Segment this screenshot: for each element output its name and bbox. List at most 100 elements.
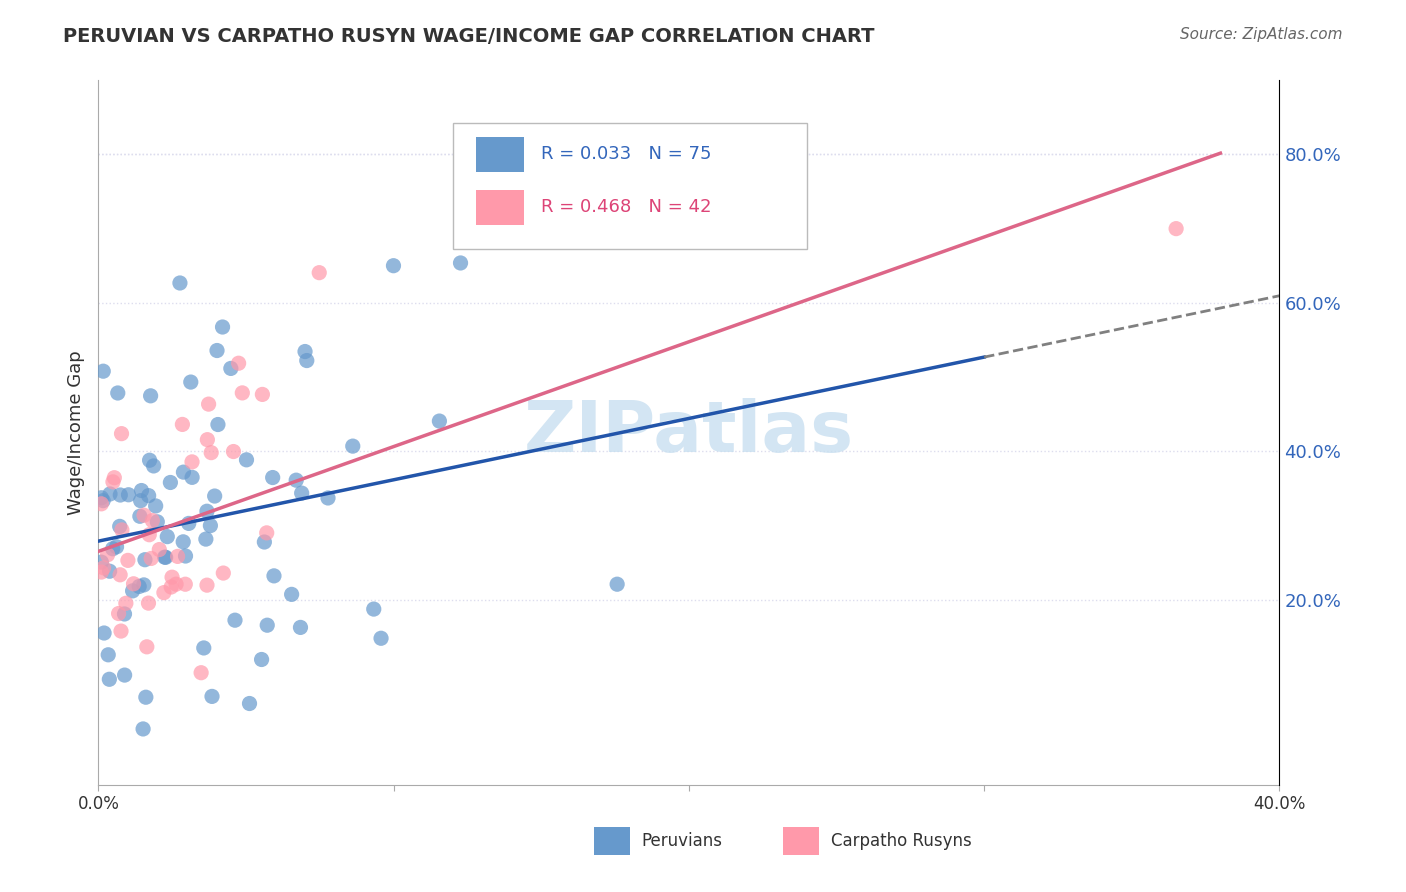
Carpatho Rusyns — [153, 585, 176, 599]
Peruvians — [128, 579, 150, 593]
Bar — [595, 827, 630, 855]
Peruvians — [108, 519, 131, 533]
Carpatho Rusyns — [200, 445, 222, 459]
Carpatho Rusyns — [111, 523, 134, 537]
Peruvians — [117, 488, 139, 502]
Peruvians — [142, 458, 165, 473]
Peruvians — [153, 550, 176, 565]
Peruvians — [180, 375, 202, 389]
Peruvians — [105, 540, 128, 554]
Carpatho Rusyns — [93, 561, 115, 575]
Peruvians — [98, 673, 121, 687]
Text: Carpatho Rusyns: Carpatho Rusyns — [831, 832, 972, 850]
Text: R = 0.468   N = 42: R = 0.468 N = 42 — [541, 198, 711, 216]
Carpatho Rusyns — [160, 580, 183, 594]
Y-axis label: Wage/Income Gap: Wage/Income Gap — [66, 351, 84, 515]
Carpatho Rusyns — [195, 578, 218, 592]
Peruvians — [290, 620, 312, 634]
Peruvians — [169, 276, 191, 290]
Peruvians — [138, 489, 160, 503]
Peruvians — [156, 530, 179, 544]
Peruvians — [285, 473, 308, 487]
Peruvians — [132, 578, 155, 592]
Peruvians — [159, 475, 181, 490]
Peruvians — [256, 618, 278, 632]
Carpatho Rusyns — [101, 475, 124, 489]
Peruvians — [253, 535, 276, 549]
Carpatho Rusyns — [212, 566, 235, 580]
Peruvians — [134, 552, 156, 566]
Peruvians — [98, 564, 121, 578]
Peruvians — [114, 668, 136, 682]
Peruvians — [155, 550, 177, 565]
Peruvians — [135, 690, 157, 705]
Carpatho Rusyns — [172, 417, 194, 432]
Peruvians — [139, 389, 162, 403]
Carpatho Rusyns — [148, 542, 170, 557]
Peruvians — [450, 256, 472, 270]
Peruvians — [145, 499, 167, 513]
Peruvians — [429, 414, 451, 428]
Peruvians — [98, 487, 121, 501]
Peruvians — [219, 361, 242, 376]
Carpatho Rusyns — [308, 266, 330, 280]
Text: R = 0.033   N = 75: R = 0.033 N = 75 — [541, 145, 711, 163]
Peruvians — [204, 489, 226, 503]
Carpatho Rusyns — [166, 549, 188, 564]
Peruvians — [370, 632, 392, 646]
Peruvians — [280, 587, 302, 601]
Peruvians — [181, 470, 204, 484]
Peruvians — [132, 722, 155, 736]
Peruvians — [195, 504, 218, 518]
Bar — [783, 827, 818, 855]
Carpatho Rusyns — [108, 567, 131, 582]
Peruvians — [238, 697, 260, 711]
Peruvians — [291, 486, 314, 500]
Carpatho Rusyns — [97, 548, 120, 562]
Peruvians — [363, 602, 385, 616]
Text: Peruvians: Peruvians — [641, 832, 723, 850]
Peruvians — [194, 532, 217, 546]
Carpatho Rusyns — [222, 444, 245, 458]
Carpatho Rusyns — [138, 527, 160, 541]
Peruvians — [110, 488, 132, 502]
Peruvians — [193, 640, 215, 655]
Carpatho Rusyns — [160, 570, 183, 584]
Carpatho Rusyns — [103, 471, 125, 485]
Peruvians — [172, 465, 194, 479]
Carpatho Rusyns — [1166, 221, 1188, 235]
Carpatho Rusyns — [90, 497, 112, 511]
Carpatho Rusyns — [110, 426, 132, 441]
Peruvians — [177, 516, 200, 531]
Carpatho Rusyns — [141, 514, 163, 528]
Text: ZIPatlas: ZIPatlas — [524, 398, 853, 467]
Peruvians — [382, 259, 405, 273]
Peruvians — [121, 583, 143, 598]
Peruvians — [114, 607, 136, 621]
Carpatho Rusyns — [174, 577, 197, 591]
Bar — [477, 189, 523, 225]
Peruvians — [200, 518, 222, 533]
Carpatho Rusyns — [165, 577, 187, 591]
Peruvians — [205, 343, 228, 358]
FancyBboxPatch shape — [453, 122, 807, 250]
Peruvians — [146, 515, 169, 529]
Carpatho Rusyns — [107, 607, 129, 621]
Peruvians — [250, 652, 273, 666]
Carpatho Rusyns — [195, 433, 218, 447]
Carpatho Rusyns — [228, 356, 250, 370]
Peruvians — [211, 320, 233, 334]
Peruvians — [91, 364, 114, 378]
Peruvians — [128, 509, 150, 524]
Peruvians — [224, 613, 246, 627]
Peruvians — [107, 386, 129, 401]
Carpatho Rusyns — [138, 596, 160, 610]
Peruvians — [262, 470, 284, 484]
Peruvians — [93, 626, 115, 640]
Carpatho Rusyns — [231, 385, 253, 400]
Peruvians — [342, 439, 364, 453]
Text: Source: ZipAtlas.com: Source: ZipAtlas.com — [1180, 27, 1343, 42]
Carpatho Rusyns — [90, 565, 112, 579]
Text: PERUVIAN VS CARPATHO RUSYN WAGE/INCOME GAP CORRELATION CHART: PERUVIAN VS CARPATHO RUSYN WAGE/INCOME G… — [63, 27, 875, 45]
Peruvians — [174, 549, 197, 563]
